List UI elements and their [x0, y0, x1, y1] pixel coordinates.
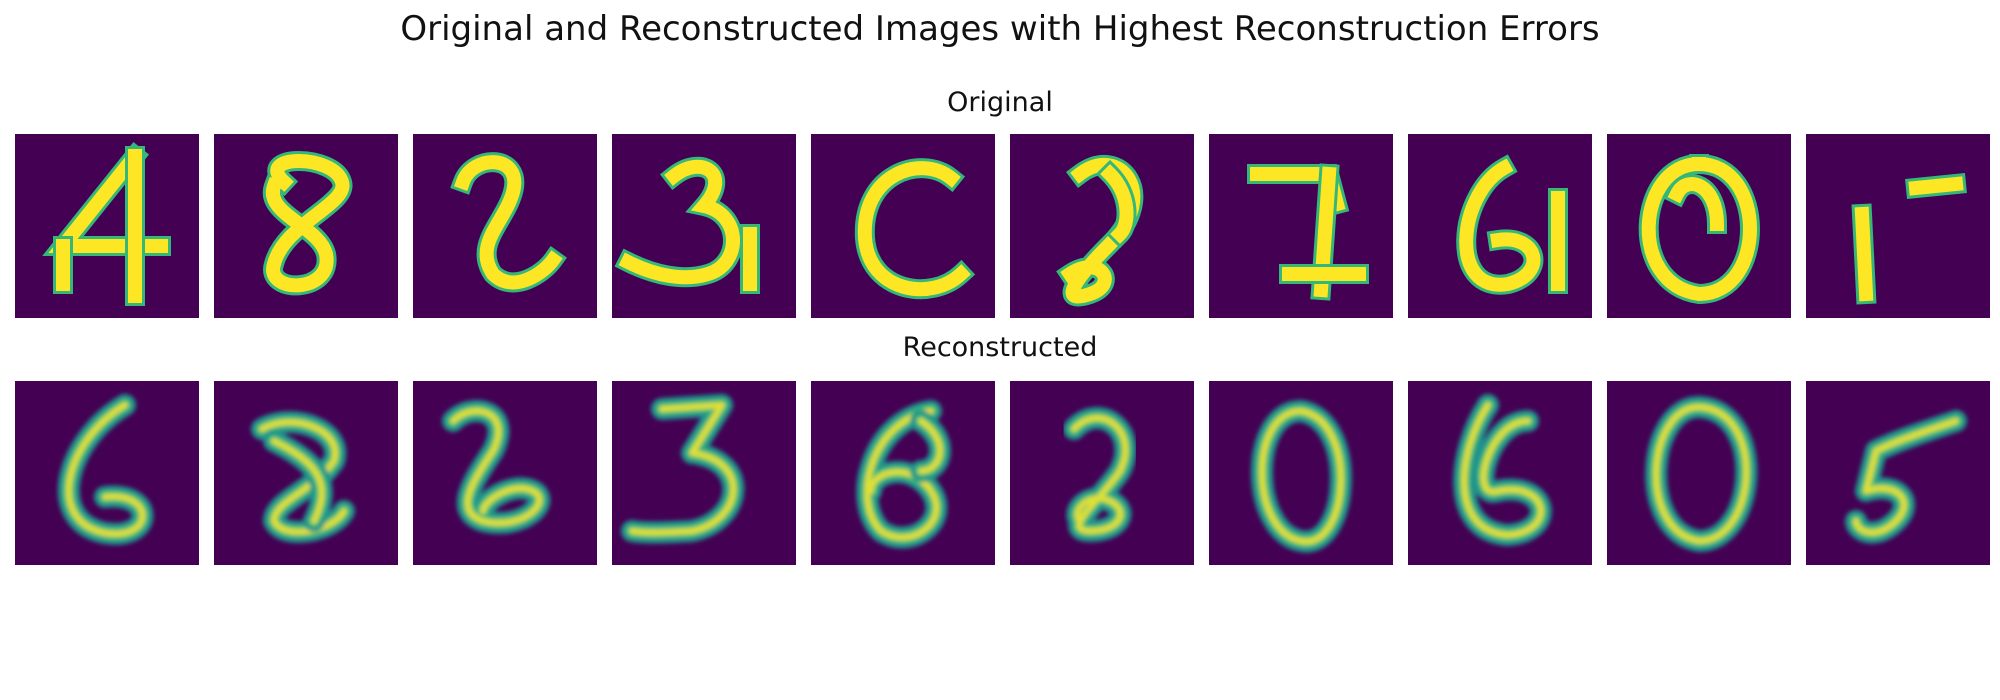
row-title-original: Original [947, 87, 1053, 118]
reconstructed-digit-5-glyph [1845, 410, 1967, 544]
original-digit-7-glyph [1247, 163, 1369, 301]
reconstructed-image-3 [413, 381, 597, 565]
reconstructed-digit-8-glyph [251, 411, 355, 543]
image-row-reconstructed [0, 381, 2000, 565]
original-image-6 [1010, 134, 1194, 318]
reconstructed-digit-0-glyph [1251, 400, 1352, 553]
original-digit-8-glyph [262, 151, 353, 296]
row-title-reconstructed: Reconstructed [902, 332, 1098, 363]
original-digit-c-glyph [854, 158, 976, 300]
reconstructed-digit-2-glyph [442, 400, 551, 534]
reconstructed-digit-2-glyph [1063, 407, 1137, 542]
original-image-7 [1209, 134, 1393, 318]
reconstructed-digit-6-glyph [856, 400, 951, 549]
original-image-5 [811, 134, 995, 318]
original-digit-0-glyph [1638, 153, 1760, 305]
reconstructed-image-7 [1209, 381, 1393, 565]
original-digit-1-glyph [1851, 173, 1967, 305]
original-digit-4-glyph [42, 141, 171, 306]
reconstructed-image-4 [612, 381, 796, 565]
reconstructed-image-10 [1806, 381, 1990, 565]
reconstructed-image-8 [1408, 381, 1592, 565]
reconstructed-image-1 [15, 381, 199, 565]
reconstructed-digit-6-glyph [1453, 394, 1552, 546]
original-image-2 [214, 134, 398, 318]
image-row-original [0, 134, 2000, 318]
original-digit-3-glyph [614, 156, 760, 294]
original-image-4 [612, 134, 796, 318]
original-image-10 [1806, 134, 1990, 318]
reconstructed-image-9 [1607, 381, 1791, 565]
reconstructed-image-5 [811, 381, 995, 565]
original-image-1 [15, 134, 199, 318]
original-digit-2-glyph [450, 152, 567, 293]
original-image-3 [413, 134, 597, 318]
figure-title: Original and Reconstructed Images with H… [400, 9, 1600, 49]
original-image-8 [1408, 134, 1592, 318]
original-image-9 [1607, 134, 1791, 318]
reconstructed-image-6 [1010, 381, 1194, 565]
reconstructed-image-2 [214, 381, 398, 565]
reconstructed-digit-3-glyph [621, 394, 745, 544]
reconstructed-digit-6-glyph [57, 394, 154, 545]
original-digit-2-glyph [1056, 155, 1144, 307]
original-digit-6-glyph [1456, 154, 1568, 295]
reconstructed-digit-0-glyph [1645, 396, 1758, 552]
